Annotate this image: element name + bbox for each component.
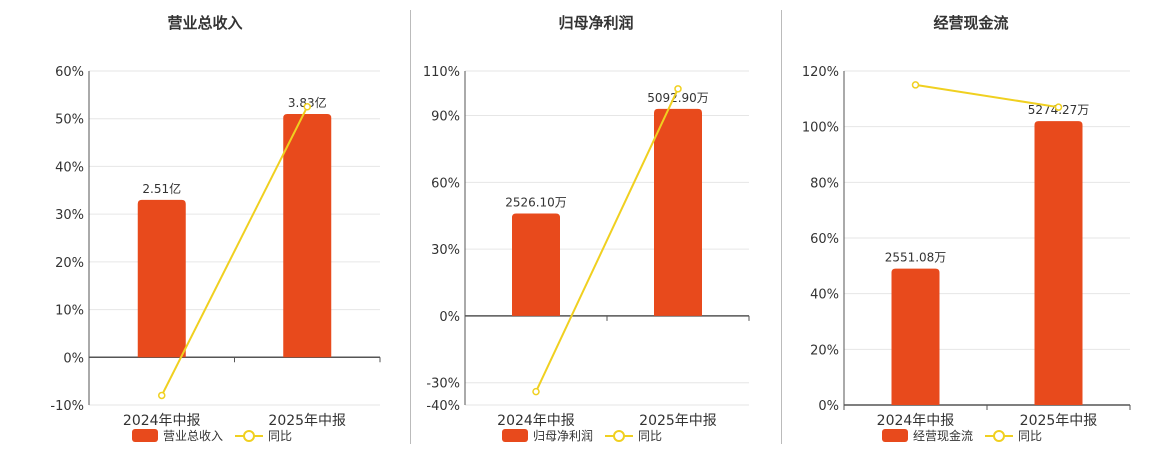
legend-bar-swatch [502,429,528,442]
y-tick-label: 60% [810,232,839,247]
y-tick-label: 60% [55,65,84,80]
cash-flow-chart-panel: 经营现金流 0% 20% 40% 60% 80% 100% 120% 2551.08万 2024… [782,0,1160,450]
legend-line-label: 同比 [1018,429,1043,443]
legend-line-label: 同比 [638,429,663,443]
chart-legend: 营业总收入 同比 [132,427,292,444]
panel-divider [410,10,411,444]
cash-flow-chart: 0%20%40%60%80%100%120%2551.08万2024年中报527… [802,65,1131,429]
yoy-point [911,81,920,89]
yoy-line [915,83,1059,109]
yoy-point [674,85,682,93]
legend-line-label: 同比 [268,429,293,443]
chart-title: 归母净利润 [558,14,634,32]
x-tick-label: 2024年中报 [497,413,575,429]
y-tick-label: -10% [50,399,84,414]
bar-value-label: 2.51亿 [142,181,181,196]
y-tick-label: 60% [431,176,460,191]
chart-title: 经营现金流 [933,14,1009,32]
legend-line-swatch [985,429,1014,442]
y-tick-label: 10% [55,304,84,319]
bar [1034,121,1083,405]
y-tick-label: 90% [431,110,460,125]
chart-legend: 归母净利润 同比 [502,427,662,444]
y-tick-label: 20% [810,343,839,358]
revenue-chart-panel: 营业总收入 -10% 0% 10% 20% 30% 40% 50% 60% 2.51亿 2024年… [0,0,410,450]
net-profit-chart: -40% -30% 0% 30% 60% 90% 110% 2526.10万 2024年中报 50… [423,65,750,429]
bar-value-label: 2526.10万 [505,196,567,210]
x-tick-label: 2024年中报 [123,413,201,429]
y-tick-label: 80% [810,176,839,191]
bar [283,113,332,358]
y-tick-label: 30% [431,243,460,258]
y-tick-label: 40% [55,160,84,175]
y-tick-label: 0% [63,351,84,366]
chart-title: 营业总收入 [167,14,243,32]
yoy-line [160,106,309,396]
legend-bar-swatch [882,429,908,442]
yoy-point [532,387,540,396]
legend-bar-label: 归母净利润 [533,429,594,443]
legend-bar-swatch [132,429,158,442]
yoy-point [158,391,166,400]
panel-divider [781,10,782,444]
y-tick-label: 0% [439,310,460,325]
bar-value-label: 2551.08万 [885,251,947,265]
y-tick-label: 0% [818,399,839,414]
bar-value-label: 5092.90万 [647,91,709,105]
revenue-chart: -10% 0% 10% 20% 30% 40% 50% 60% 2.51亿 2024年中报 3.83… [50,65,381,429]
bar [654,108,702,316]
bar-value-label: 3.83亿 [288,95,327,110]
y-tick-label: 50% [55,113,84,128]
y-tick-label: -40% [426,399,460,414]
legend-bar-label: 营业总收入 [163,429,224,443]
x-tick-label: 2025年中报 [268,413,346,429]
x-tick-label: 2025年中报 [1020,413,1098,429]
y-tick-label: 100% [802,121,839,136]
legend-line-swatch [605,429,634,442]
y-tick-label: 120% [802,65,839,80]
yoy-point [303,103,311,111]
bar [137,199,186,358]
x-tick-label: 2024年中报 [877,413,955,429]
net-profit-chart-panel: 归母净利润 -40% -30% 0% 30% 60% 90% 110% 2526.10万 202… [411,0,781,450]
y-tick-label: -30% [426,377,460,392]
legend-bar-label: 经营现金流 [913,429,974,443]
x-tick-label: 2025年中报 [639,413,717,429]
bar [891,268,940,405]
y-tick-label: 110% [423,65,460,80]
chart-legend: 经营现金流 同比 [882,427,1042,444]
legend-line-swatch [235,429,264,442]
y-tick-label: 30% [55,208,84,223]
yoy-line [535,88,679,393]
yoy-point [1054,103,1063,111]
bar [512,213,560,316]
y-tick-label: 40% [810,288,839,303]
y-tick-label: 20% [55,256,84,271]
